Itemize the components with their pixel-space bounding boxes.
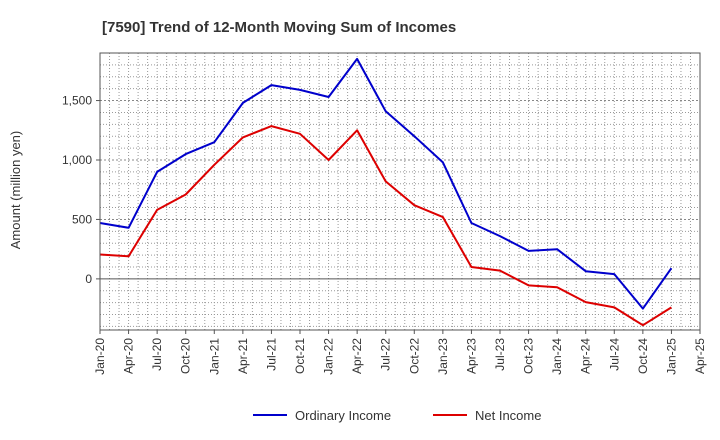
series-line-ordinary-income (99, 57, 673, 310)
x-tick-label: Apr-22 (350, 338, 364, 374)
x-tick-label: Apr-23 (464, 338, 478, 374)
plot-frame (99, 52, 701, 331)
grid-layer (100, 52, 700, 330)
x-tick-label: Oct-20 (179, 338, 193, 374)
x-tick-label: Jan-23 (436, 338, 450, 375)
tick-layer: 0 500 1,000 1,500 Jan-20 Apr-20 Jul-20 Oct-20 Ja… (62, 94, 707, 375)
x-tick-label: Apr-25 (693, 338, 707, 374)
x-tick-label: Oct-23 (522, 338, 536, 374)
legend-label-net-income: Net Income (475, 408, 541, 423)
y-axis-label: Amount (million yen) (8, 131, 23, 250)
x-tick-label: Jul-24 (607, 338, 621, 371)
x-tick-label: Jan-22 (322, 338, 336, 375)
y-tick-label: 1,500 (62, 94, 92, 108)
legend: Ordinary Income Net Income (253, 408, 541, 423)
x-tick-label: Jul-20 (150, 338, 164, 371)
x-tick-label: Jul-21 (264, 338, 278, 371)
x-tick-label: Apr-21 (236, 338, 250, 374)
y-tick-label: 0 (85, 272, 92, 286)
x-tick-label: Apr-20 (122, 338, 136, 374)
x-tick-label: Oct-22 (407, 338, 421, 374)
x-tick-label: Jan-20 (93, 338, 107, 375)
legend-label-ordinary-income: Ordinary Income (295, 408, 391, 423)
x-tick-label: Jan-24 (550, 338, 564, 375)
x-tick-label: Jul-23 (493, 338, 507, 371)
y-tick-label: 500 (72, 212, 92, 226)
series-layer (99, 57, 673, 327)
chart-title: [7590] Trend of 12-Month Moving Sum of I… (102, 19, 456, 36)
x-tick-label: Jul-22 (379, 338, 393, 371)
x-tick-label: Apr-24 (579, 338, 593, 374)
x-tick-label: Jan-25 (664, 338, 678, 375)
y-tick-label: 1,000 (62, 153, 92, 167)
x-tick-label: Jan-21 (207, 338, 221, 375)
x-tick-label: Oct-21 (293, 338, 307, 374)
x-tick-label: Oct-24 (636, 338, 650, 374)
series-line-net-income (99, 125, 672, 327)
